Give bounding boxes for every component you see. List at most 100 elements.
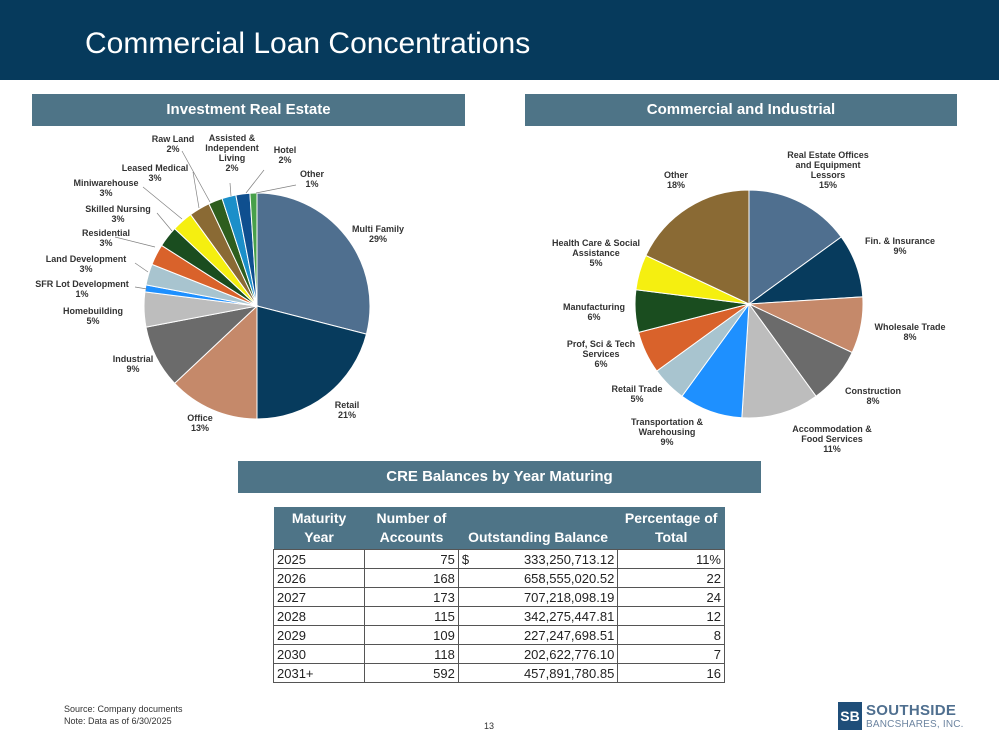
slice-label: Real Estate Offices and Equipment Lessors 1… [787,150,869,190]
slice-label: Residential 3% [82,228,130,248]
slice-label: Office 13% [187,413,213,433]
cre-balances-table-container: Maturity Year Number of Accounts Outstandi… [272,507,725,683]
slice-label: Manufacturing 6% [563,302,625,322]
cell-percentage: 16 [617,663,725,683]
table-row: 2026 168 658,555,020.52 22 [272,568,725,588]
logo-subtitle: BANCSHARES, INC. [866,719,964,730]
cell-accounts: 118 [364,644,459,664]
table-row: 2028 115 342,275,447.81 12 [272,606,725,626]
footer-notes: Source: Company documents Note: Data as … [64,703,183,727]
slice-label: Transportation & Warehousing 9% [631,417,704,447]
cell-balance: 658,555,020.52 [457,568,619,588]
pie-chart-commercial-industrial: Real Estate Offices and Equipment Lessors 1… [552,150,946,454]
cell-accounts: 75 [364,549,459,569]
slice-label: Construction 8% [845,386,901,406]
slice-label: Leased Medical 3% [122,163,189,183]
section-commercial-industrial: Commercial and Industrial [525,94,957,126]
source-note: Source: Company documents [64,704,183,714]
section-investment-real-estate: Investment Real Estate [32,94,465,126]
slice-label: Land Development 3% [46,254,127,274]
slice-label: Other 1% [300,169,325,189]
cell-percentage: 7 [617,644,725,664]
slice-label: Health Care & Social Assistance 5% [552,238,640,268]
pie-slice [256,192,371,335]
pie-slice [741,302,817,419]
logo-mark: SB [838,702,862,730]
page-number: 13 [484,721,495,731]
slice-label: Homebuilding 5% [63,306,123,326]
page-title: Commercial Loan Concentrations [85,27,531,60]
cell-percentage: 22 [617,568,725,588]
southside-logo: SB SOUTHSIDE BANCSHARES, INC. [838,702,968,732]
label-leader-line [192,171,200,209]
cell-balance-value: 202,622,776.10 [523,646,615,662]
cell-accounts: 173 [364,587,459,607]
cell-year: 2030 [272,644,366,664]
label-leader-line [181,150,211,203]
cell-year: 2026 [272,568,366,588]
cell-balance: 457,891,780.85 [457,663,619,683]
cell-balance: 342,275,447.81 [457,606,619,626]
logo-name: SOUTHSIDE [866,702,957,719]
slice-label: Wholesale Trade 8% [874,322,945,342]
slice-label: Hotel 2% [274,145,297,165]
slice-label: Skilled Nursing 3% [85,204,151,224]
label-leader-line [245,169,265,194]
cell-accounts: 168 [364,568,459,588]
pie-slice [256,305,368,420]
table-row: 2025 75 $333,250,713.12 11% [272,549,725,569]
pie-slice [748,189,842,305]
header-maturity-year: Maturity Year [273,507,365,550]
slice-label: Retail 21% [335,400,360,420]
cell-balance-value: 658,555,020.52 [523,570,615,586]
cell-balance-value: 227,247,698.51 [523,627,615,643]
cell-balance-value: 333,250,713.12 [523,551,615,567]
section-cre-balances: CRE Balances by Year Maturing [238,461,761,493]
cell-percentage: 12 [617,606,725,626]
table-row: 2029 109 227,247,698.51 8 [272,625,725,645]
cell-balance: 707,218,098.19 [457,587,619,607]
cell-year: 2029 [272,625,366,645]
pie-charts: Multi Family 29% Retail 21% Office 13% Industr… [35,133,946,454]
slice-label: Prof, Sci & Tech Services 6% [567,339,635,369]
slice-label: Multi Family 29% [352,224,404,244]
header-outstanding-balance: Outstanding Balance [458,507,618,550]
cell-year: 2031+ [272,663,366,683]
cell-balance: 227,247,698.51 [457,625,619,645]
slice-label: Raw Land 2% [152,134,195,154]
header-number-of-accounts: Number of Accounts [364,507,459,550]
slice-label: Other 18% [664,170,689,190]
table-row: 2030 118 202,622,776.10 7 [272,644,725,664]
header-percentage-of-total: Percentage of Total [617,507,725,550]
slice-label: Assisted & Independent Living 2% [205,133,259,173]
header-bar: Commercial Loan Concentrations [0,0,999,80]
cell-balance-value: 342,275,447.81 [523,608,615,624]
cell-currency: $ [461,551,470,567]
cell-year: 2027 [272,587,366,607]
slice-label: SFR Lot Development 1% [35,279,129,299]
pie-chart-investment-real-estate: Multi Family 29% Retail 21% Office 13% Industr… [35,133,404,433]
data-date-note: Note: Data as of 6/30/2025 [64,716,172,726]
table-row: 2027 173 707,218,098.19 24 [272,587,725,607]
label-leader-line [255,184,297,194]
table-header-row: Maturity Year Number of Accounts Outstandi… [273,507,725,550]
table-row: 2031+ 592 457,891,780.85 16 [272,663,725,683]
cell-percentage: 8 [617,625,725,645]
label-leader-line [229,182,232,197]
slice-label: Miniwarehouse 3% [73,178,138,198]
label-leader-line [156,212,173,232]
slice-label: Accommodation & Food Services 11% [792,424,872,454]
cell-percentage: 24 [617,587,725,607]
label-leader-line [134,286,148,290]
cell-balance-value: 457,891,780.85 [523,665,615,681]
cell-year: 2028 [272,606,366,626]
slice-label: Industrial 9% [113,354,154,374]
pie-slice [173,304,258,420]
slice-label: Retail Trade 5% [611,384,662,404]
cell-accounts: 115 [364,606,459,626]
label-leader-line [114,236,156,248]
cell-balance: $333,250,713.12 [457,549,619,569]
label-leader-line [142,186,183,220]
pie-slice [645,189,750,305]
cell-balance-value: 707,218,098.19 [523,589,615,605]
